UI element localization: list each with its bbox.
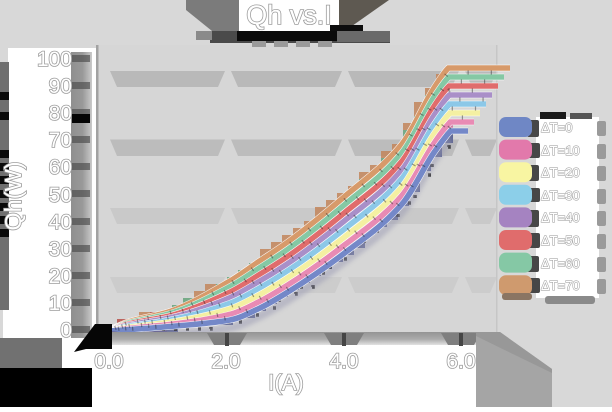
svg-text:ΔT=30: ΔT=30	[541, 188, 580, 203]
svg-text:ΔT=20: ΔT=20	[541, 165, 580, 180]
svg-text:60: 60	[49, 156, 72, 179]
svg-text:100: 100	[37, 48, 72, 71]
svg-text:ΔT=70: ΔT=70	[541, 278, 580, 293]
svg-text:2.0: 2.0	[211, 350, 240, 373]
svg-text:ΔT=60: ΔT=60	[541, 256, 580, 271]
svg-text:Qh vs.I: Qh vs.I	[246, 0, 332, 30]
svg-text:ΔT=40: ΔT=40	[541, 210, 580, 225]
svg-text:6.0: 6.0	[446, 350, 475, 373]
svg-text:ΔT=0: ΔT=0	[541, 120, 572, 135]
svg-text:4.0: 4.0	[329, 350, 358, 373]
svg-text:50: 50	[49, 184, 72, 207]
svg-text:70: 70	[49, 129, 72, 152]
svg-text:0.0: 0.0	[94, 350, 123, 373]
svg-text:80: 80	[49, 102, 72, 125]
svg-text:I(A): I(A)	[268, 370, 303, 395]
svg-text:20: 20	[49, 265, 72, 288]
svg-text:ΔT=10: ΔT=10	[541, 143, 580, 158]
svg-text:Qh(W): Qh(W)	[0, 161, 26, 230]
svg-text:40: 40	[49, 211, 72, 234]
svg-text:ΔT=50: ΔT=50	[541, 233, 580, 248]
svg-text:0: 0	[60, 319, 72, 342]
svg-text:30: 30	[49, 238, 72, 261]
svg-text:90: 90	[49, 75, 72, 98]
svg-text:10: 10	[49, 292, 72, 315]
